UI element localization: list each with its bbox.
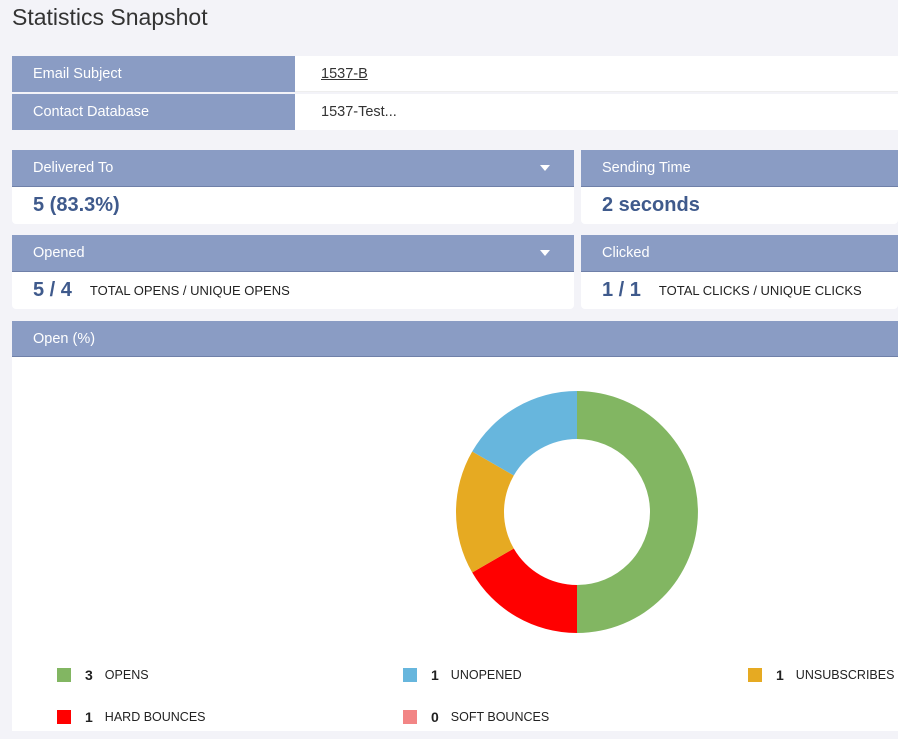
legend-swatch-opens — [57, 668, 71, 682]
donut-slice-unsubscribes[interactable] — [456, 451, 514, 573]
clicked-body: 1 / 1 TOTAL CLICKS / UNIQUE CLICKS — [581, 272, 898, 309]
opened-card: Opened 5 / 4 TOTAL OPENS / UNIQUE OPENS — [12, 235, 574, 309]
legend-count-opens: 3 — [85, 667, 93, 683]
opened-body: 5 / 4 TOTAL OPENS / UNIQUE OPENS — [12, 272, 574, 309]
chevron-down-icon[interactable] — [540, 165, 550, 171]
clicked-label: Clicked — [602, 245, 650, 261]
clicked-card: Clicked 1 / 1 TOTAL CLICKS / UNIQUE CLIC… — [581, 235, 898, 309]
sending-body: 2 seconds — [581, 187, 898, 224]
legend-item-hard-bounces[interactable]: 1 HARD BOUNCES — [57, 709, 206, 725]
legend-swatch-hard-bounces — [57, 710, 71, 724]
legend-label-unsubscribes: UNSUBSCRIBES — [795, 668, 895, 682]
opened-caption: TOTAL OPENS / UNIQUE OPENS — [89, 283, 290, 298]
delivered-card: Delivered To 5 (83.3%) — [12, 150, 574, 224]
legend-label-unopened: UNOPENED — [450, 668, 522, 682]
clicked-header: Clicked — [581, 235, 898, 272]
opened-value: 5 / 4 — [33, 279, 72, 301]
legend-swatch-unsubscribes — [748, 668, 762, 682]
opened-label: Opened — [33, 245, 85, 261]
chevron-down-icon[interactable] — [540, 250, 550, 256]
legend-label-soft-bounces: SOFT BOUNCES — [450, 710, 550, 724]
email-subject-link[interactable]: 1537-B — [321, 65, 368, 82]
legend-count-unopened: 1 — [431, 667, 439, 683]
info-row-email-subject: Email Subject 1537-B — [12, 56, 898, 92]
contact-database-label: Contact Database — [12, 94, 295, 130]
legend-item-opens[interactable]: 3 OPENS — [57, 667, 149, 683]
legend-count-hard-bounces: 1 — [85, 709, 93, 725]
legend-item-unopened[interactable]: 1 UNOPENED — [403, 667, 522, 683]
opened-header[interactable]: Opened — [12, 235, 574, 272]
open-chart-body: 3 OPENS 1 UNOPENED 1 UNSUBSCRIBES 1 HARD… — [12, 357, 898, 731]
legend-label-hard-bounces: HARD BOUNCES — [104, 710, 206, 724]
sending-label: Sending Time — [602, 160, 691, 176]
donut-slice-opens[interactable] — [577, 391, 698, 633]
sending-value: 2 seconds — [602, 194, 700, 216]
open-chart-panel: Open (%) 3 OPENS 1 UNOPENED 1 UNSUBSCRIB… — [12, 321, 898, 731]
sending-header: Sending Time — [581, 150, 898, 187]
donut-slice-unopened[interactable] — [472, 391, 577, 476]
legend-count-unsubscribes: 1 — [776, 667, 784, 683]
open-chart-label: Open (%) — [33, 330, 96, 347]
legend-item-soft-bounces[interactable]: 0 SOFT BOUNCES — [403, 709, 549, 725]
legend-label-opens: OPENS — [104, 668, 149, 682]
email-subject-label: Email Subject — [12, 56, 295, 92]
legend-swatch-unopened — [403, 668, 417, 682]
delivered-label: Delivered To — [33, 160, 114, 176]
clicked-caption: TOTAL CLICKS / UNIQUE CLICKS — [658, 283, 862, 298]
clicked-value: 1 / 1 — [602, 279, 641, 301]
donut-chart — [456, 391, 698, 634]
info-row-contact-database: Contact Database 1537-Test... — [12, 94, 898, 130]
legend-count-soft-bounces: 0 — [431, 709, 439, 725]
delivered-header[interactable]: Delivered To — [12, 150, 574, 187]
delivered-body: 5 (83.3%) — [12, 187, 574, 224]
sending-card: Sending Time 2 seconds — [581, 150, 898, 224]
contact-database-value: 1537-Test... — [295, 94, 898, 130]
legend-swatch-soft-bounces — [403, 710, 417, 724]
delivered-value: 5 (83.3%) — [33, 194, 120, 216]
legend-item-unsubscribes[interactable]: 1 UNSUBSCRIBES — [748, 667, 894, 683]
email-subject-value-cell: 1537-B — [295, 56, 898, 92]
open-chart-header: Open (%) — [12, 321, 898, 357]
page-title: Statistics Snapshot — [12, 4, 208, 30]
donut-slice-hard-bounces[interactable] — [472, 548, 577, 634]
